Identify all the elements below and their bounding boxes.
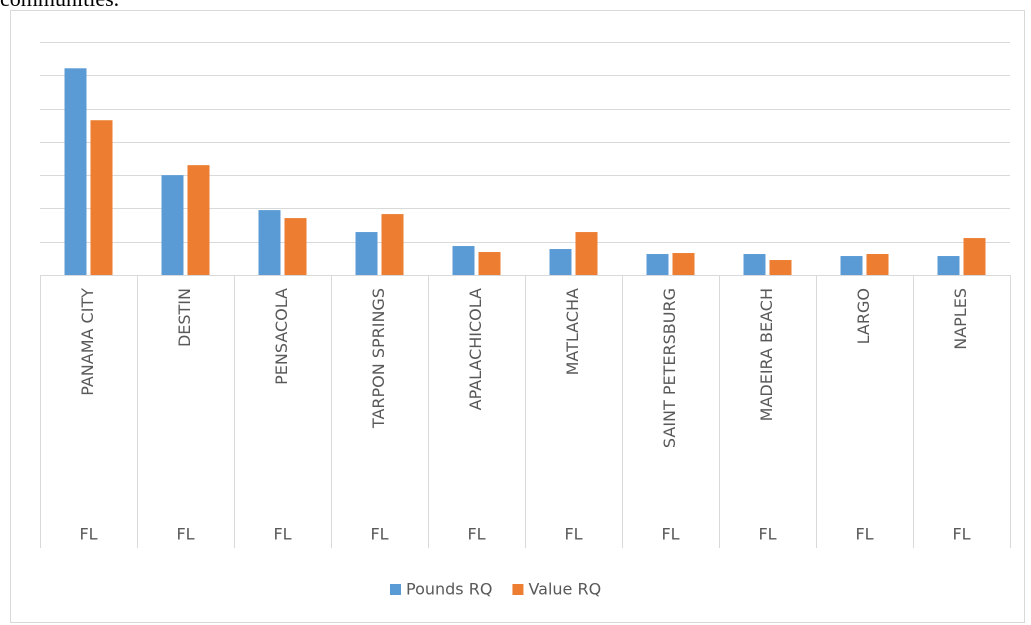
bar [452, 246, 475, 275]
bar [769, 260, 792, 275]
x-tick-label: APALACHICOLA [466, 288, 485, 410]
group-label: FL [952, 525, 970, 544]
x-tick-label: LARGO [854, 288, 873, 344]
x-tick-label: TARPON SPRINGS [369, 288, 388, 429]
heading: communities. [0, 0, 119, 12]
bar [355, 232, 378, 275]
group-label: FL [758, 525, 776, 544]
bar [381, 214, 404, 275]
bar [866, 254, 889, 275]
bar [575, 232, 598, 275]
x-tick-label: PANAMA CITY [78, 288, 97, 396]
bar [90, 120, 113, 275]
x-tick-label: NAPLES [951, 288, 970, 350]
x-tick-label: MADEIRA BEACH [757, 288, 776, 421]
bar [284, 218, 307, 275]
group-label: FL [855, 525, 873, 544]
x-tick-label: DESTIN [175, 288, 194, 347]
x-tick-label: PENSACOLA [272, 288, 291, 385]
legend-swatch [390, 584, 401, 595]
bar [672, 253, 695, 275]
group-label: FL [176, 525, 194, 544]
legend-label: Value RQ [528, 580, 601, 599]
group-label: FL [661, 525, 679, 544]
bar [963, 238, 986, 275]
group-label: FL [467, 525, 485, 544]
bar [549, 249, 572, 275]
legend-swatch [512, 584, 524, 595]
bar [258, 210, 281, 275]
bar [478, 252, 501, 275]
group-label: FL [564, 525, 582, 544]
bar [161, 175, 184, 275]
bar [937, 256, 960, 275]
bar [646, 254, 669, 275]
group-label: FL [79, 525, 97, 544]
bar [840, 256, 863, 275]
bar [64, 68, 87, 275]
bar [187, 165, 210, 275]
bar [743, 254, 766, 275]
x-tick-label: MATLACHA [563, 288, 582, 375]
legend-label: Pounds RQ [406, 580, 492, 599]
group-label: FL [370, 525, 388, 544]
group-label: FL [273, 525, 291, 544]
chart-border [10, 10, 1025, 623]
x-tick-label: SAINT PETERSBURG [660, 288, 679, 448]
